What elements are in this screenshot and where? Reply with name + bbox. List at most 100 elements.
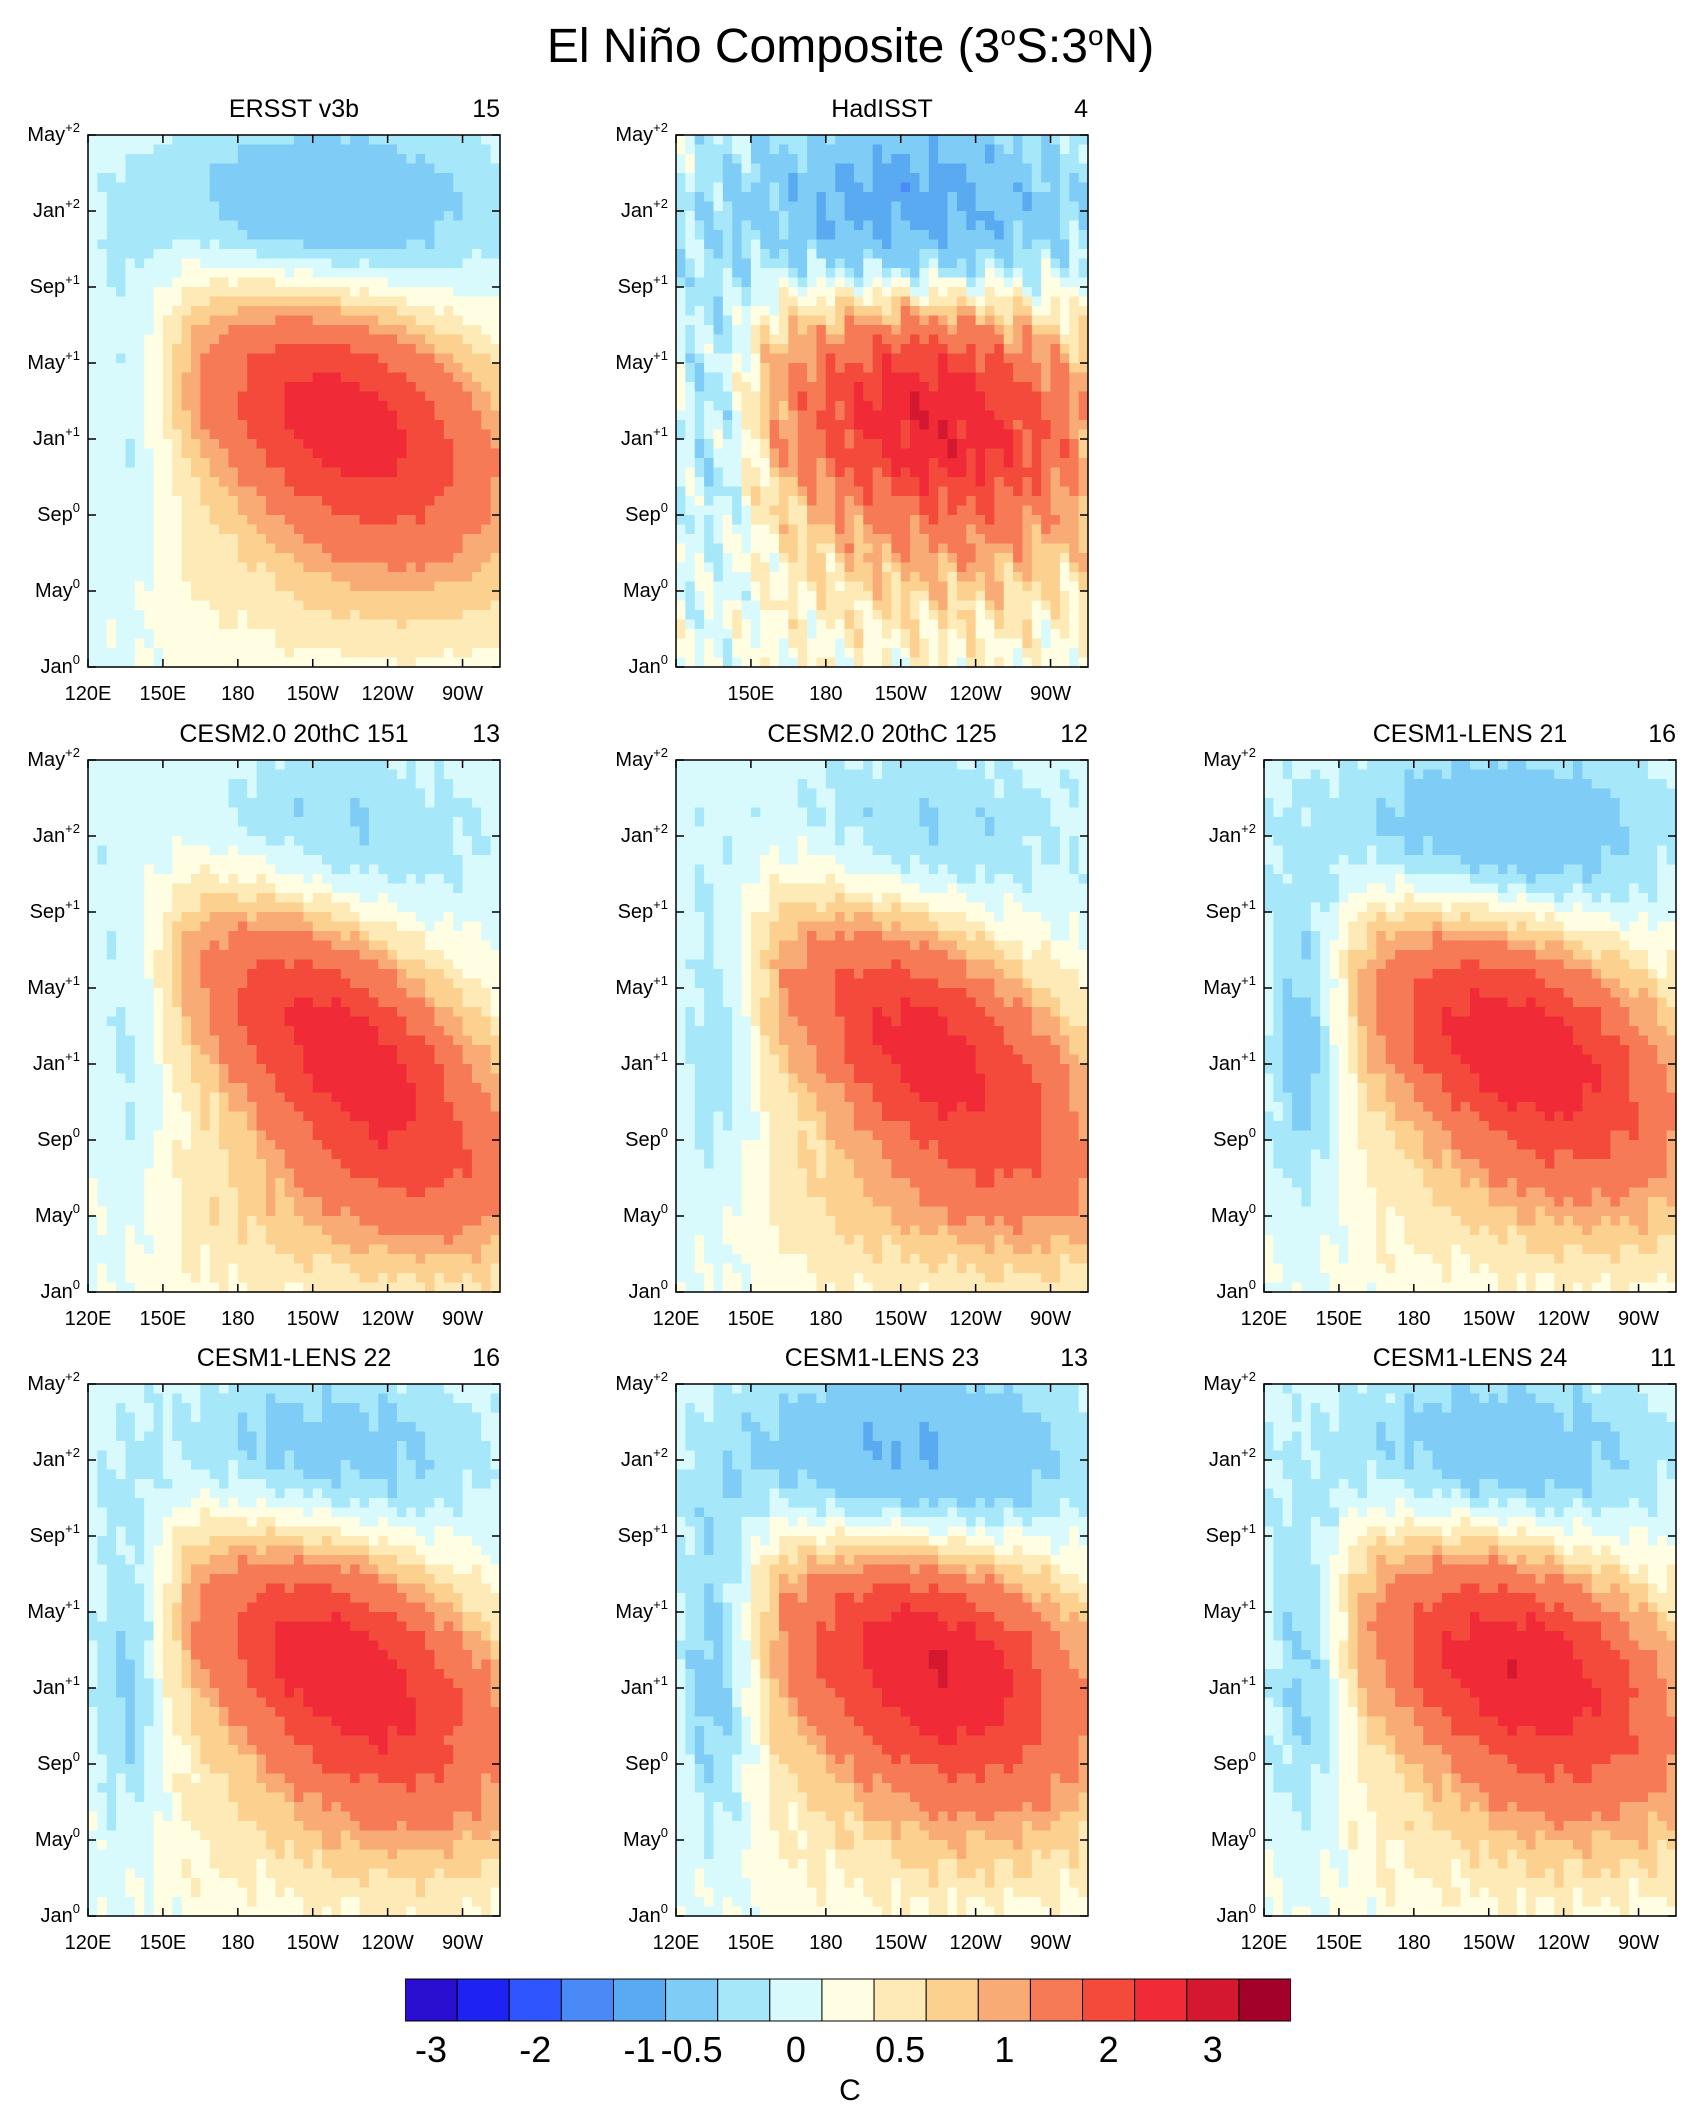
field-cell [769,192,780,203]
y-tick-label: Sep+1 [2,273,80,298]
field-cell [919,277,930,288]
field-cell [966,477,977,488]
field-cell [228,154,239,165]
field-cell [919,657,930,668]
field-cell [303,220,314,231]
field-cell [1031,553,1042,564]
field-cell [1003,353,1014,364]
field-cell [1050,648,1061,659]
field-cell [732,182,743,193]
field-cell [741,382,752,393]
field-cell [1078,315,1089,326]
field-cell [397,192,407,203]
field-cell [256,268,267,279]
field-cell [882,363,892,374]
field-cell [172,192,183,203]
field-cell [144,391,155,402]
field-cell [704,629,715,640]
field-cell [237,220,248,231]
field-cell [106,315,117,326]
field-cell [275,154,286,165]
field-cell [116,439,127,450]
field-cell [825,287,836,298]
field-cell [256,629,267,640]
field-cell [685,249,696,260]
field-cell [284,429,295,440]
field-cell [172,277,183,288]
field-cell [816,144,827,155]
field-cell [106,230,117,241]
field-cell [928,325,939,336]
field-cell [106,534,117,545]
field-cell [247,192,258,203]
field-cell [359,505,370,516]
field-cell [294,657,304,668]
field-cell [769,600,780,611]
field-cell [247,353,258,364]
field-cell [694,325,705,336]
field-cell [704,344,715,355]
field-cell [825,325,836,336]
field-cell [722,144,733,155]
field-cell [406,163,417,174]
field-cell [1050,496,1061,507]
field-cell [97,486,108,497]
field-cell [1013,173,1024,184]
field-cell [694,372,705,383]
field-cell [97,230,108,241]
field-cell [125,144,136,155]
field-cell [265,192,276,203]
field-cell [434,610,445,621]
field-cell [265,562,276,573]
field-cell [191,268,201,279]
field-cell [406,220,417,231]
field-cell [985,144,995,155]
field-cell [191,486,201,497]
field-cell [209,477,220,488]
field-cell [750,154,761,165]
field-cell [779,239,789,250]
field-cell [340,534,351,545]
field-cell [835,505,846,516]
field-cell [425,505,436,516]
field-cell [676,135,686,146]
field-cell [322,239,333,250]
field-cell [779,572,789,583]
field-cell [1041,439,1052,450]
field-cell [471,439,482,450]
field-cell [844,154,855,165]
field-cell [863,391,874,402]
field-cell [340,562,351,573]
field-cell [985,258,995,269]
field-cell [741,657,752,668]
field-cell [247,135,258,146]
field-cell [685,410,696,421]
field-cell [975,591,986,602]
field-cell [1059,391,1070,402]
field-cell [788,600,799,611]
field-cell [153,477,164,488]
field-cell [303,230,314,241]
field-cell [434,230,445,241]
field-cell [490,629,501,640]
field-cell [237,638,248,649]
field-cell [910,486,921,497]
field-cell [303,182,314,193]
field-cell [769,296,780,307]
field-cell [116,211,127,222]
field-cell [490,154,501,165]
field-cell [275,648,286,659]
field-cell [453,505,464,516]
field-cell [1031,562,1042,573]
field-cell [863,572,874,583]
field-cell [406,192,417,203]
field-cell [1059,173,1070,184]
field-cell [1022,524,1033,535]
field-cell [481,258,492,269]
field-cell [1059,477,1070,488]
field-cell [481,600,492,611]
field-cell [219,458,230,469]
field-cell [760,638,771,649]
field-cell [481,363,492,374]
field-cell [97,410,108,421]
